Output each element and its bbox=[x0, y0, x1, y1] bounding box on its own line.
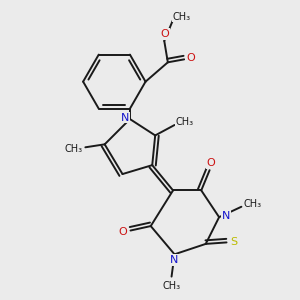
Text: N: N bbox=[221, 211, 230, 221]
Text: O: O bbox=[186, 53, 195, 63]
Text: O: O bbox=[160, 29, 169, 39]
Text: CH₃: CH₃ bbox=[244, 199, 262, 209]
Text: CH₃: CH₃ bbox=[65, 144, 83, 154]
Text: CH₃: CH₃ bbox=[163, 280, 181, 290]
Text: O: O bbox=[119, 227, 128, 237]
Text: CH₃: CH₃ bbox=[172, 11, 190, 22]
Text: S: S bbox=[230, 237, 238, 248]
Text: N: N bbox=[170, 255, 178, 265]
Text: CH₃: CH₃ bbox=[176, 117, 194, 127]
Text: O: O bbox=[207, 158, 215, 168]
Text: N: N bbox=[120, 112, 129, 123]
